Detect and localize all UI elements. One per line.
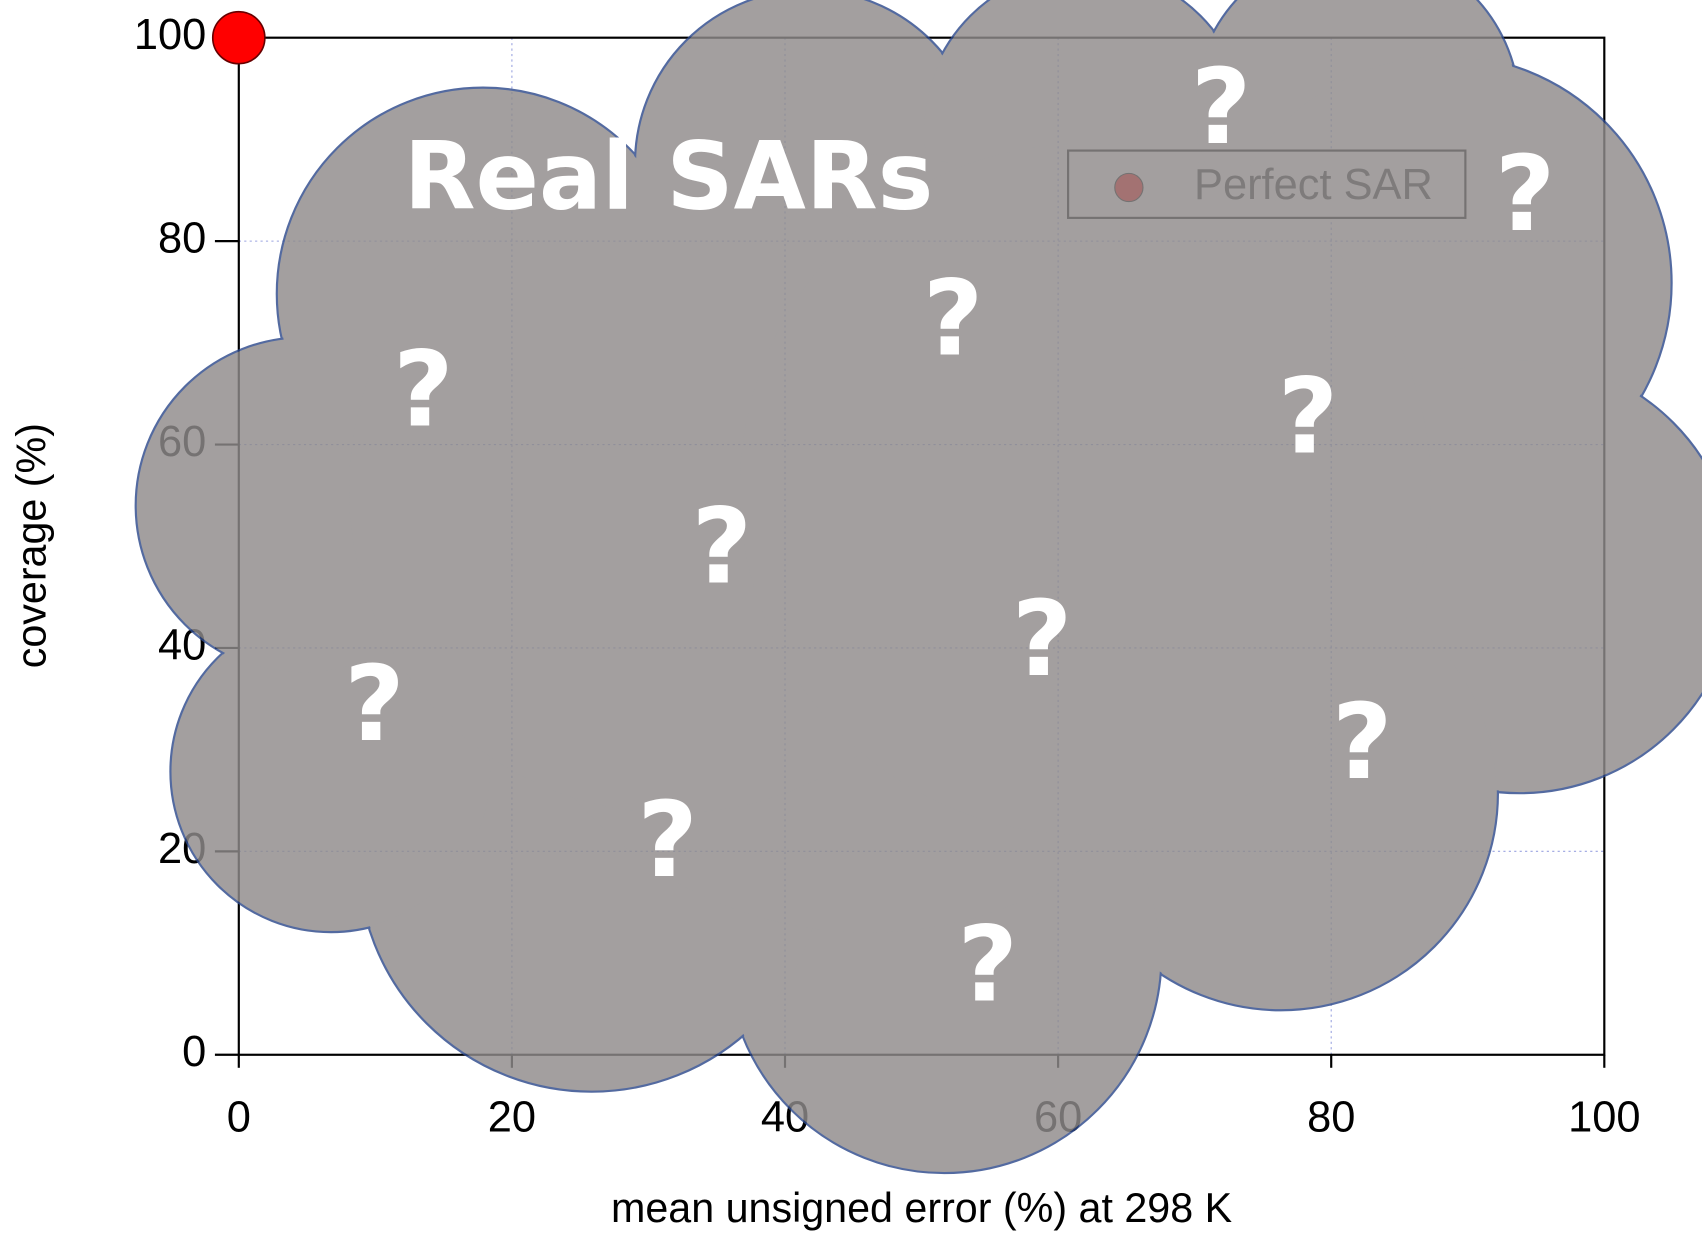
cloud-fill (739, 143, 1432, 835)
y-tick-label: 0 (182, 1028, 206, 1076)
question-mark: ? (1332, 681, 1392, 803)
question-mark: ? (923, 258, 983, 380)
x-tick-label: 20 (488, 1093, 536, 1141)
data-point (211, 10, 266, 65)
question-mark: ? (1495, 133, 1555, 255)
question-mark: ? (344, 643, 404, 765)
y-tick-label: 100 (134, 11, 206, 59)
x-tick-label: 0 (227, 1093, 251, 1141)
y-axis-label: coverage (%) (9, 423, 55, 668)
question-mark: ? (393, 328, 453, 450)
x-tick-label: 100 (1568, 1093, 1640, 1141)
cloud (134, 0, 1702, 1175)
question-mark: ? (958, 904, 1018, 1026)
x-axis-label: mean unsigned error (%) at 298 K (611, 1185, 1233, 1231)
question-mark: ? (1278, 355, 1338, 477)
y-tick-label: 80 (158, 215, 206, 263)
question-mark: ? (1191, 46, 1251, 168)
question-mark: ? (692, 486, 752, 608)
cloud-fill (172, 612, 491, 931)
question-mark: ? (1012, 578, 1072, 700)
question-mark: ? (637, 779, 697, 901)
overlay-title: Real SARs (404, 123, 933, 232)
x-tick-label: 80 (1307, 1093, 1355, 1141)
